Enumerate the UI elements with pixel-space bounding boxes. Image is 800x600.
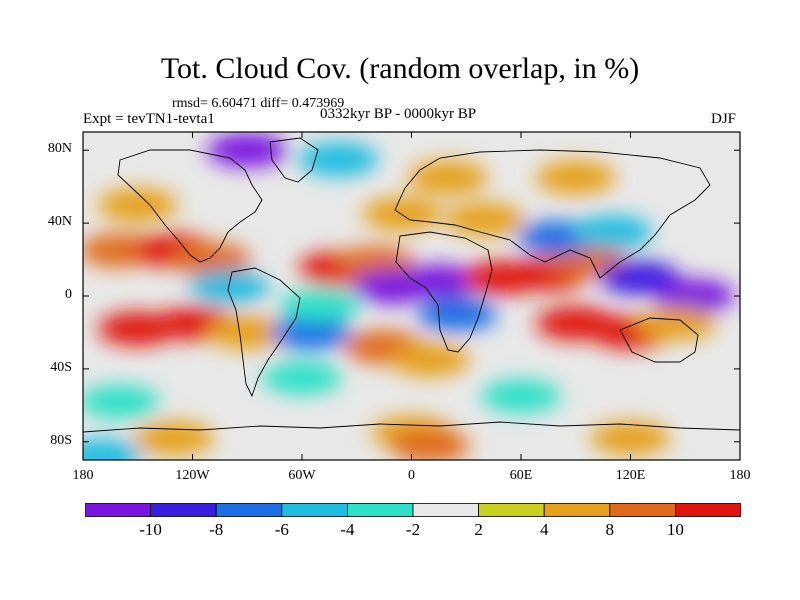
anomaly-region-21 (599, 260, 680, 295)
anomaly-region-22 (654, 279, 735, 313)
rmsd-diff-stats: rmsd= 6.60471 diff= 0.473969 (172, 96, 345, 111)
colorbar-label-8: 10 (666, 520, 684, 539)
coast-antarctica (83, 421, 740, 433)
axis-ticks (82, 132, 741, 460)
coast-australia (619, 317, 699, 363)
anomaly-region-5 (207, 315, 288, 350)
coastlines (83, 137, 740, 433)
colorbar-swatch-5 (412, 503, 479, 517)
coast-north-america (117, 149, 263, 263)
anomaly-region-2 (170, 242, 251, 277)
lon-label-4: 60E (509, 468, 533, 483)
coast-eurasia (394, 149, 711, 279)
lon-label-3: 0 (408, 468, 415, 483)
map-title: Tot. Cloud Cov. (random overlap, in %) (160, 52, 640, 85)
anomaly-region-37 (134, 421, 215, 456)
colorbar-swatch-0 (85, 503, 151, 517)
colorbar-label-2: -6 (274, 520, 289, 539)
anomaly-region-25 (636, 306, 717, 341)
coast-greenland (269, 137, 319, 183)
lat-label-2: 0 (65, 287, 72, 302)
colorbar-swatch-4 (346, 503, 414, 517)
anomaly-region-26 (444, 202, 525, 237)
colorbar-swatch-6 (478, 503, 545, 517)
anomaly-region-33 (262, 361, 342, 395)
lat-label-4: 80S (50, 432, 72, 448)
lon-label-2: 60W (288, 468, 316, 483)
lon-label-1: 120W (175, 468, 210, 483)
anomaly-region-30 (298, 142, 379, 177)
coast-south-america (227, 267, 301, 398)
anomaly-region-15 (389, 342, 470, 377)
lon-label-5: 120E (615, 468, 646, 483)
colorbar-swatch-9 (675, 503, 741, 517)
colorbar-label-1: -8 (209, 520, 224, 539)
anomaly-region-27 (362, 197, 443, 231)
colorbar-label-5: 2 (474, 520, 483, 539)
colorbar-label-3: -4 (340, 520, 355, 539)
coast-africa (395, 231, 493, 353)
colorbar-swatch-3 (281, 503, 348, 517)
colorbar-label-4: -2 (405, 520, 421, 539)
lon-label-0: 180 (72, 468, 94, 483)
colorbar-swatch-7 (543, 503, 611, 517)
anomaly-region-32 (535, 160, 616, 195)
anomaly-region-29 (207, 133, 288, 168)
anomaly-region-39 (83, 439, 142, 460)
colorbar-label-6: 4 (539, 520, 549, 539)
colorbar (85, 503, 741, 517)
season-label: DJF (711, 111, 737, 127)
anomaly-region-11 (398, 264, 479, 299)
lat-label-3: 40S (50, 359, 72, 375)
anomaly-region-40 (389, 428, 470, 460)
colorbar-swatch-8 (609, 503, 676, 517)
anomaly-region-28 (97, 187, 178, 222)
anomaly-region-31 (408, 160, 488, 195)
colorbar-label-7: 8 (605, 520, 615, 539)
anomaly-region-12 (417, 297, 498, 332)
anomaly-region-14 (280, 288, 361, 323)
period-label: 0332kyr BP - 0000kyr BP (320, 106, 477, 122)
lon-label-6: 180 (729, 468, 751, 483)
experiment-label: Expt = tevTN1-tevta1 (83, 111, 215, 127)
anomaly-region-7 (271, 315, 352, 350)
anomaly-region-20 (572, 215, 653, 250)
colorbar-label-0: -10 (139, 520, 162, 539)
colorbar-swatch-1 (150, 503, 217, 517)
lat-label-0: 80N (47, 141, 72, 157)
anomaly-region-34 (481, 379, 561, 414)
anomaly-region-35 (83, 384, 160, 419)
colorbar-swatch-2 (215, 503, 283, 517)
anomaly-region-38 (590, 421, 671, 456)
lat-label-1: 40N (47, 214, 72, 230)
